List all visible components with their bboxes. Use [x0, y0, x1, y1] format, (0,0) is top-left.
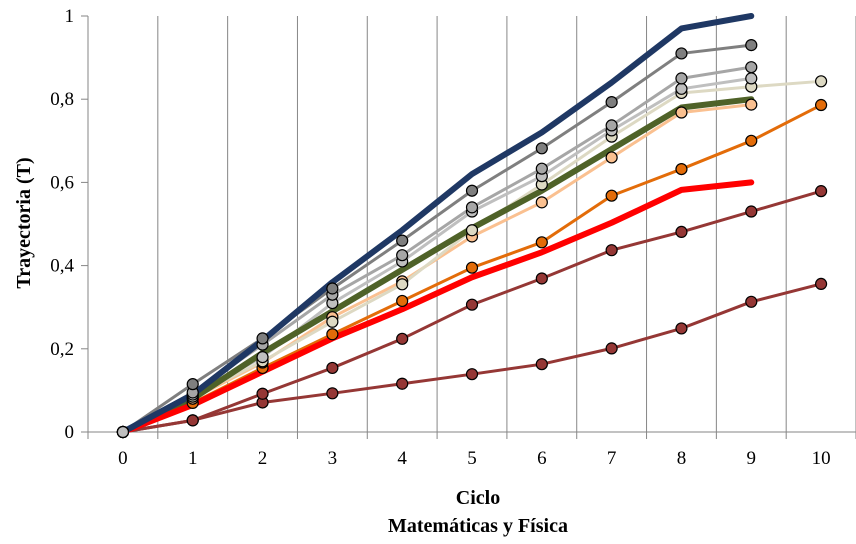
data-point: [745, 39, 758, 52]
data-point: [535, 196, 548, 209]
series-line: [119, 13, 755, 435]
data-point: [326, 387, 339, 400]
x-tick-label: 5: [467, 448, 477, 469]
data-point: [396, 377, 409, 390]
data-point: [465, 368, 479, 381]
y-tick-label: 0,8: [50, 89, 74, 110]
data-point: [745, 98, 758, 111]
data-point: [814, 98, 828, 112]
data-point: [186, 378, 199, 391]
data-point: [116, 425, 130, 439]
data-point: [465, 184, 479, 197]
data-point: [256, 387, 269, 400]
x-tick-label: 1: [188, 448, 198, 469]
data-point: [326, 315, 339, 328]
x-tick-label: 9: [747, 448, 757, 469]
x-tick-label: 10: [812, 448, 831, 469]
data-point: [605, 189, 618, 202]
grid-lines: [157, 16, 856, 432]
x-tick-label: 3: [328, 448, 338, 469]
x-tick-label: 6: [537, 448, 547, 469]
data-point: [745, 205, 758, 218]
data-point: [396, 332, 409, 345]
data-point: [745, 72, 758, 85]
data-point: [605, 96, 618, 109]
y-tick-label: 0,2: [50, 339, 74, 360]
data-point: [535, 162, 548, 175]
data-point: [745, 295, 758, 308]
series-line: [119, 96, 755, 435]
series-line: [119, 179, 755, 435]
data-point: [465, 201, 479, 214]
data-point: [465, 261, 479, 274]
data-point: [396, 294, 409, 308]
data-point: [675, 106, 688, 119]
x-tick-label: 8: [677, 448, 687, 469]
data-point: [326, 361, 339, 375]
data-point: [605, 119, 618, 132]
y-tick-label: 0,6: [50, 172, 74, 193]
y-axis-title: Trayectoria (T): [13, 157, 35, 288]
series-group: [116, 13, 828, 439]
data-point: [396, 278, 409, 291]
data-point: [256, 351, 269, 364]
x-tick-label: 4: [397, 448, 407, 469]
data-point: [535, 236, 548, 249]
y-tick-label: 0: [65, 422, 75, 443]
data-point: [675, 82, 688, 95]
data-point: [605, 342, 618, 355]
data-point: [675, 47, 688, 60]
x-tick-label: 0: [118, 448, 128, 469]
y-tick-label: 1: [65, 6, 75, 27]
data-point: [465, 224, 479, 237]
data-point: [675, 322, 688, 335]
axes: [81, 15, 856, 439]
data-point: [675, 162, 688, 176]
tick-labels: 00,20,40,60,810 1 2 3 4 5 6 7 8 9 10: [50, 6, 830, 469]
series-line: [121, 43, 753, 434]
data-point: [535, 142, 548, 155]
x-axis-title: Ciclo: [456, 487, 500, 509]
data-point: [675, 225, 688, 239]
x-tick-label: 2: [258, 448, 268, 469]
data-point: [535, 272, 548, 285]
data-point: [396, 234, 409, 247]
chart-subtitle: Matemáticas y Física: [388, 515, 568, 537]
data-point: [745, 61, 758, 74]
data-point: [535, 358, 548, 371]
data-point: [605, 244, 618, 257]
data-point: [745, 134, 758, 147]
data-point: [675, 72, 688, 85]
data-point: [814, 75, 828, 88]
data-point: [256, 332, 269, 345]
data-point: [605, 151, 618, 164]
data-point: [465, 298, 479, 311]
data-point: [326, 282, 339, 295]
data-point: [396, 249, 409, 262]
x-tick-label: 7: [607, 448, 617, 469]
data-point: [326, 328, 339, 341]
data-point: [814, 277, 828, 291]
y-tick-label: 0,4: [50, 256, 74, 277]
data-point: [186, 414, 199, 427]
data-point: [814, 185, 828, 198]
